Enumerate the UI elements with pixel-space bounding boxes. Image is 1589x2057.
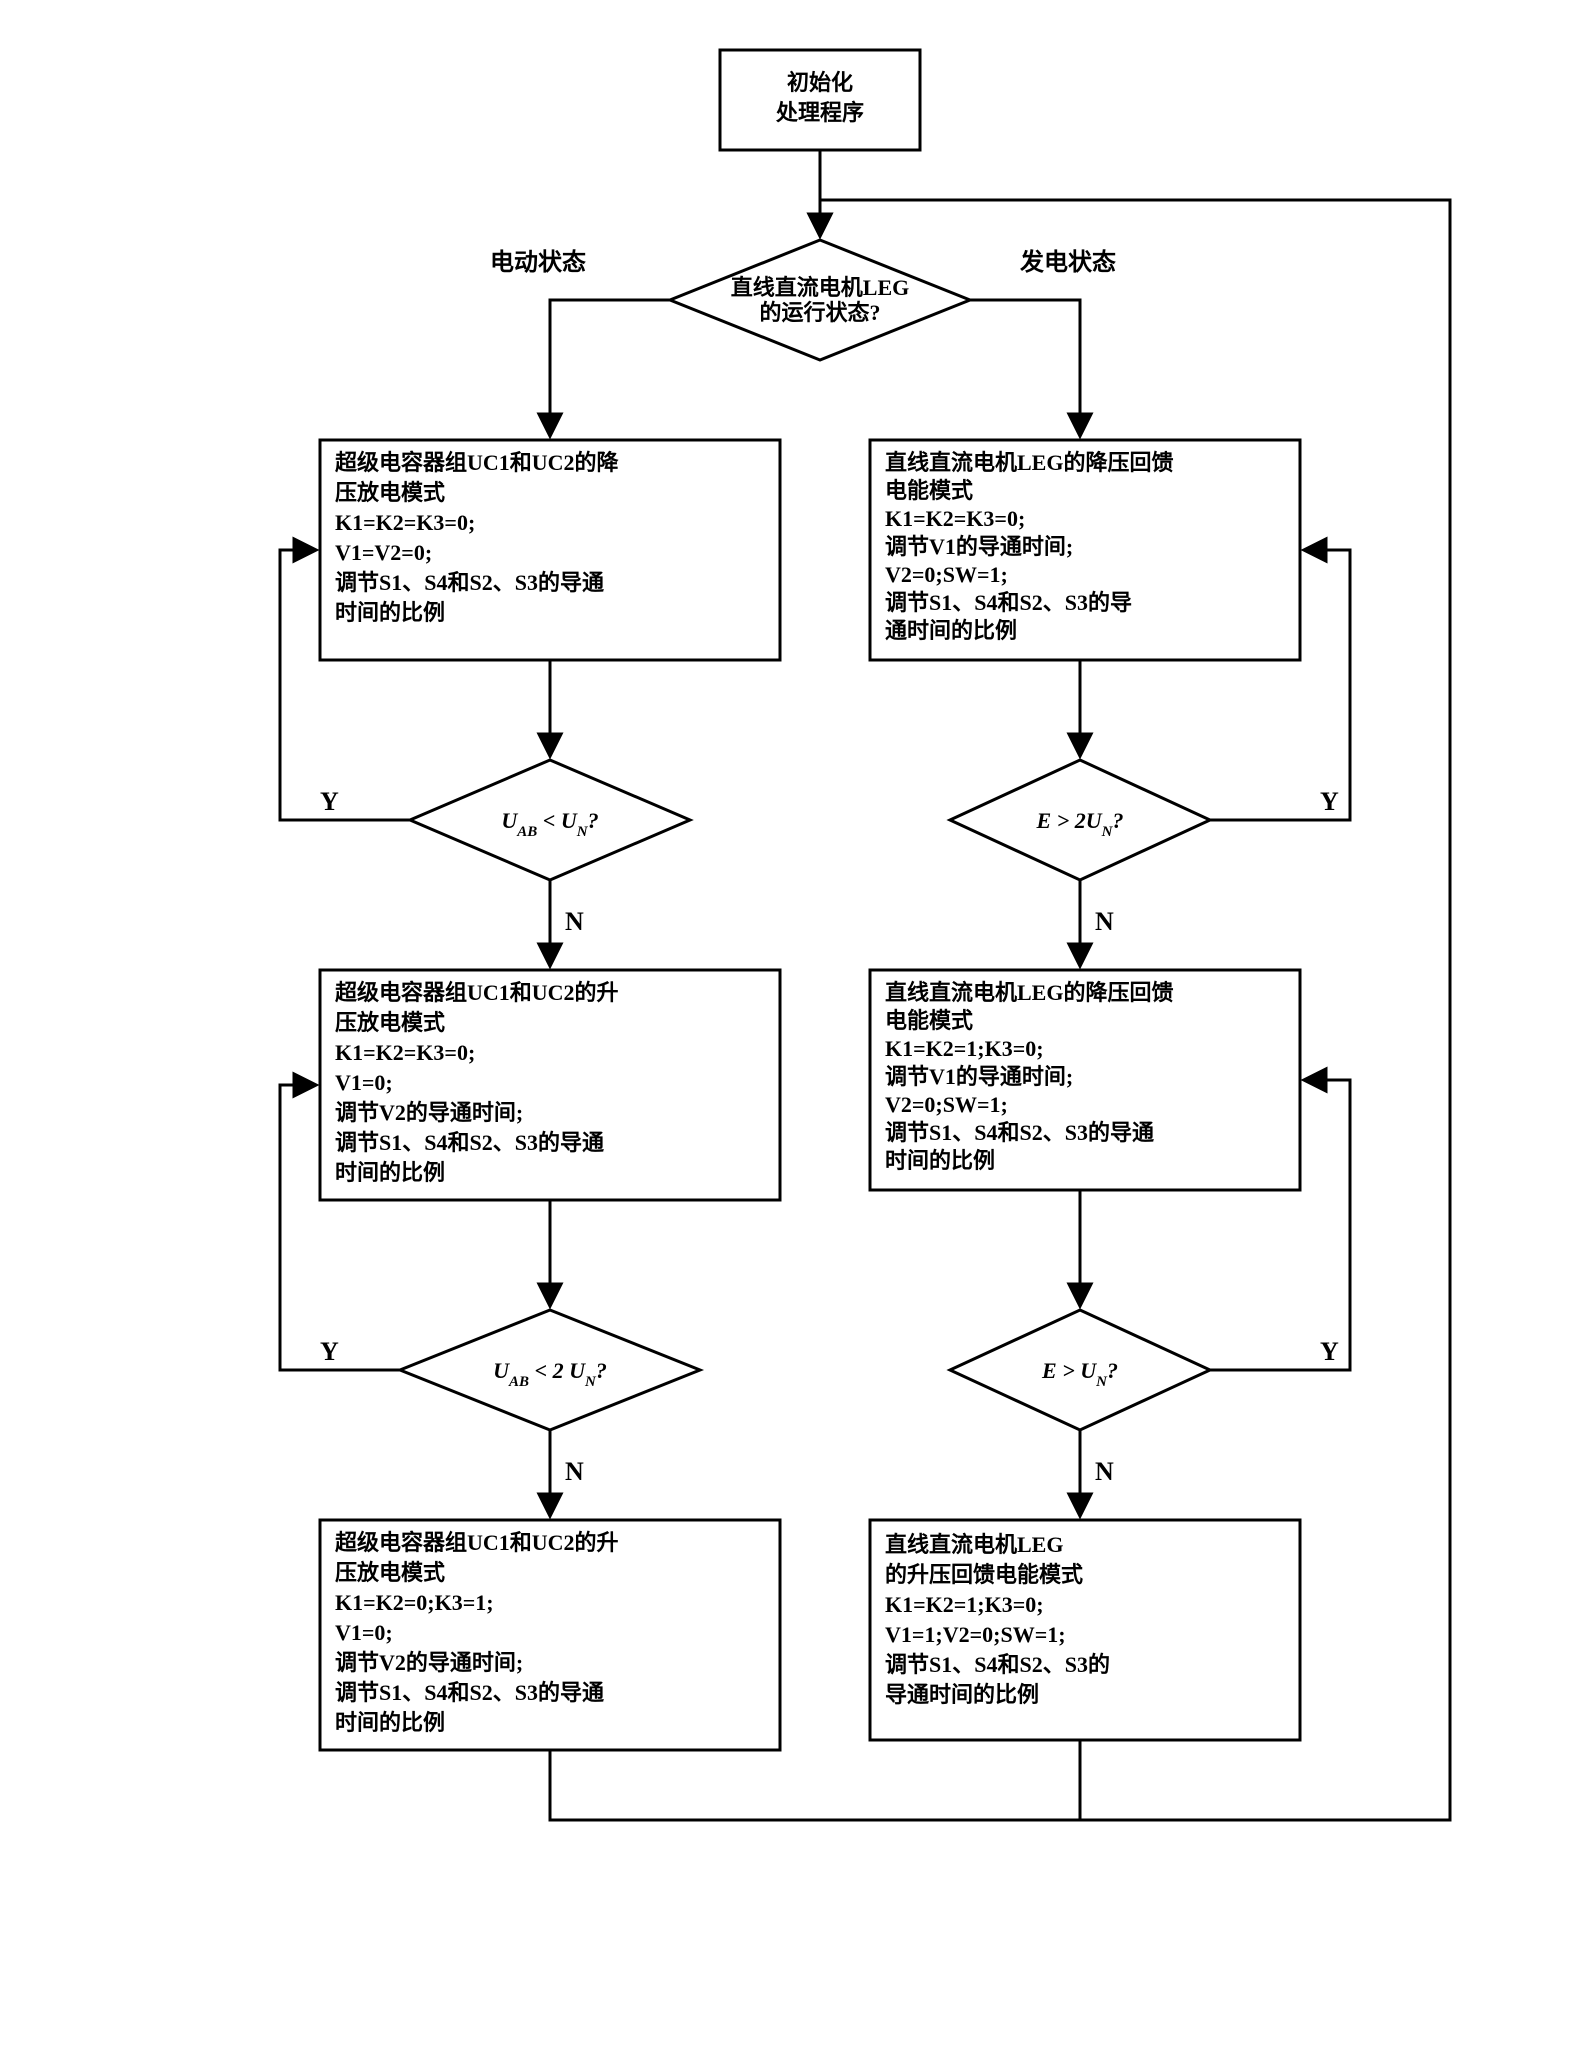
r2-6: 时间的比例 [885,1148,995,1173]
label-gen: 发电状态 [1019,248,1116,276]
r3-0: 直线直流电机LEG [885,1532,1063,1557]
dr2-n: N [1095,1457,1114,1486]
l2-3: V1=0; [335,1070,393,1095]
r3-4: 调节S1、S4和S2、S3的 [885,1652,1110,1677]
l2-0: 超级电容器组UC1和UC2的升 [335,980,619,1005]
l3-4: 调节V2的导通时间; [335,1650,523,1675]
start-line1: 初始化 [787,70,853,95]
dstate-l1: 直线直流电机LEG [731,275,909,300]
start-line2: 处理程序 [775,100,864,125]
l2-5: 调节S1、S4和S2、S3的导通 [335,1130,604,1155]
r3-2: K1=K2=1;K3=0; [885,1592,1044,1617]
dl1-n: N [565,907,584,936]
dl1-y: Y [320,787,339,816]
r2-3: 调节V1的导通时间; [885,1064,1073,1089]
dl2-n: N [565,1457,584,1486]
l1-3: V1=V2=0; [335,540,432,565]
l2-4: 调节V2的导通时间; [335,1100,523,1125]
l3-1: 压放电模式 [335,1560,445,1585]
r2-1: 电能模式 [885,1008,973,1033]
r2-0: 直线直流电机LEG的降压回馈 [885,980,1173,1005]
l1-4: 调节S1、S4和S2、S3的导通 [335,570,604,595]
l3-3: V1=0; [335,1620,393,1645]
r1-0: 直线直流电机LEG的降压回馈 [885,450,1173,475]
edge-dstate-right [970,300,1080,435]
l2-1: 压放电模式 [335,1010,445,1035]
l2-6: 时间的比例 [335,1160,445,1185]
r3-5: 导通时间的比例 [885,1682,1039,1707]
r2-5: 调节S1、S4和S2、S3的导通 [885,1120,1154,1145]
l1-5: 时间的比例 [335,600,445,625]
r2-4: V2=0;SW=1; [885,1092,1008,1117]
r1-3: 调节V1的导通时间; [885,534,1073,559]
label-motor: 电动状态 [490,248,586,276]
dl2-y: Y [320,1337,339,1366]
l1-0: 超级电容器组UC1和UC2的降 [335,450,620,475]
dr2-y: Y [1320,1337,1339,1366]
r2-2: K1=K2=1;K3=0; [885,1036,1044,1061]
l1-1: 压放电模式 [335,480,445,505]
l2-2: K1=K2=K3=0; [335,1040,475,1065]
r3-3: V1=1;V2=0;SW=1; [885,1622,1066,1647]
dstate-l2: 的运行状态? [759,300,880,325]
dr1-y: Y [1320,787,1339,816]
flowchart: 初始化 处理程序 直线直流电机LEG 的运行状态? 电动状态 发电状态 超级电容… [20,20,1589,2037]
r1-1: 电能模式 [885,478,973,503]
r1-4: V2=0;SW=1; [885,562,1008,587]
dr1-n: N [1095,907,1114,936]
r1-5: 调节S1、S4和S2、S3的导 [885,590,1132,615]
r1-2: K1=K2=K3=0; [885,506,1025,531]
l3-0: 超级电容器组UC1和UC2的升 [335,1530,619,1555]
l3-6: 时间的比例 [335,1710,445,1735]
l3-5: 调节S1、S4和S2、S3的导通 [335,1680,604,1705]
edge-bottom-merge [550,1740,1080,1820]
l3-2: K1=K2=0;K3=1; [335,1590,494,1615]
r1-6: 通时间的比例 [885,618,1017,643]
edge-dstate-left [550,300,670,435]
r3-1: 的升压回馈电能模式 [885,1562,1083,1587]
l1-2: K1=K2=K3=0; [335,510,475,535]
